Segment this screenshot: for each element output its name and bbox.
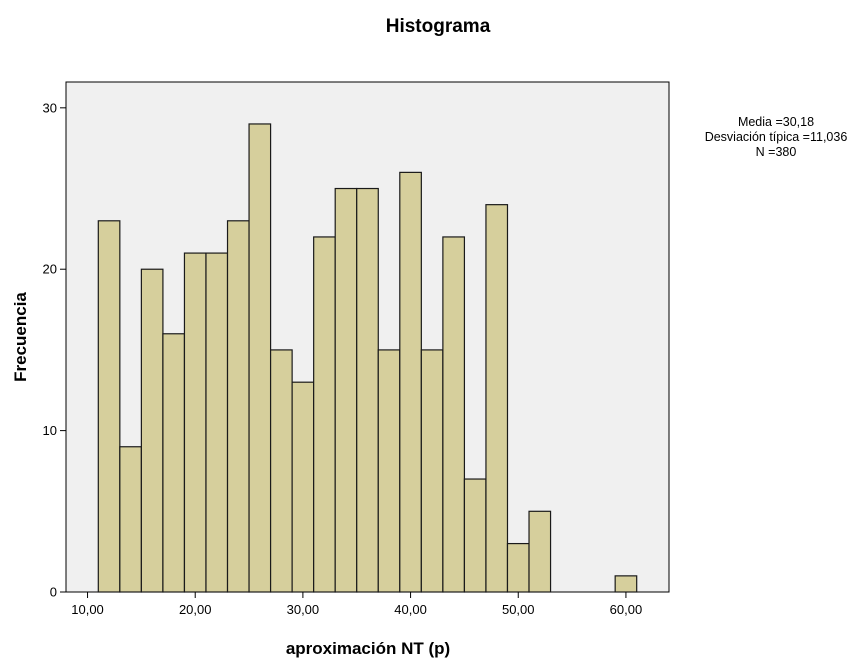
x-tick-label: 40,00	[394, 602, 427, 617]
stat-mean: Media =30,18	[738, 115, 814, 129]
x-axis-ticks: 10,00 20,00 30,00 40,00 50,00 60,00	[71, 592, 642, 617]
histogram-bar	[334, 187, 358, 593]
x-axis-title: aproximación NT (p)	[286, 639, 450, 658]
histogram-bar	[291, 381, 315, 593]
histogram-bar	[248, 123, 272, 593]
histogram-bar	[506, 542, 530, 593]
y-tick-label: 10	[43, 423, 57, 438]
histogram-bar	[162, 333, 186, 593]
histogram-bar	[614, 575, 638, 593]
histogram-bar	[183, 252, 207, 593]
y-axis-title: Frecuencia	[11, 292, 30, 382]
histogram-bar	[205, 252, 229, 593]
y-axis-ticks: 0 10 20 30	[43, 100, 66, 600]
histogram-bar	[269, 349, 293, 593]
histogram-bar	[97, 220, 121, 593]
bars-group	[97, 123, 638, 593]
stat-std-dev: Desviación típica =11,036	[705, 130, 848, 144]
histogram-bar	[119, 446, 142, 593]
histogram-bar	[442, 236, 466, 593]
histogram-bar	[399, 171, 422, 593]
histogram-bar	[528, 510, 552, 593]
histogram-bar	[377, 349, 401, 593]
x-tick-label: 10,00	[71, 602, 104, 617]
histogram-bar	[226, 220, 250, 593]
x-tick-label: 50,00	[502, 602, 535, 617]
y-tick-label: 20	[43, 262, 57, 277]
histogram-bar	[140, 268, 164, 593]
histogram-bar	[463, 478, 487, 593]
stats-box: Media =30,18 Desviación típica =11,036 N…	[705, 115, 848, 159]
histogram-bar	[313, 236, 336, 593]
stat-n: N =380	[756, 145, 797, 159]
histogram-bar	[356, 187, 379, 593]
histogram-bar	[420, 349, 444, 593]
y-tick-label: 0	[50, 585, 57, 600]
histogram-bar	[485, 204, 509, 593]
x-tick-label: 60,00	[610, 602, 643, 617]
x-tick-label: 30,00	[287, 602, 320, 617]
x-tick-label: 20,00	[179, 602, 212, 617]
y-tick-label: 30	[43, 100, 57, 115]
chart-title: Histograma	[386, 16, 491, 37]
